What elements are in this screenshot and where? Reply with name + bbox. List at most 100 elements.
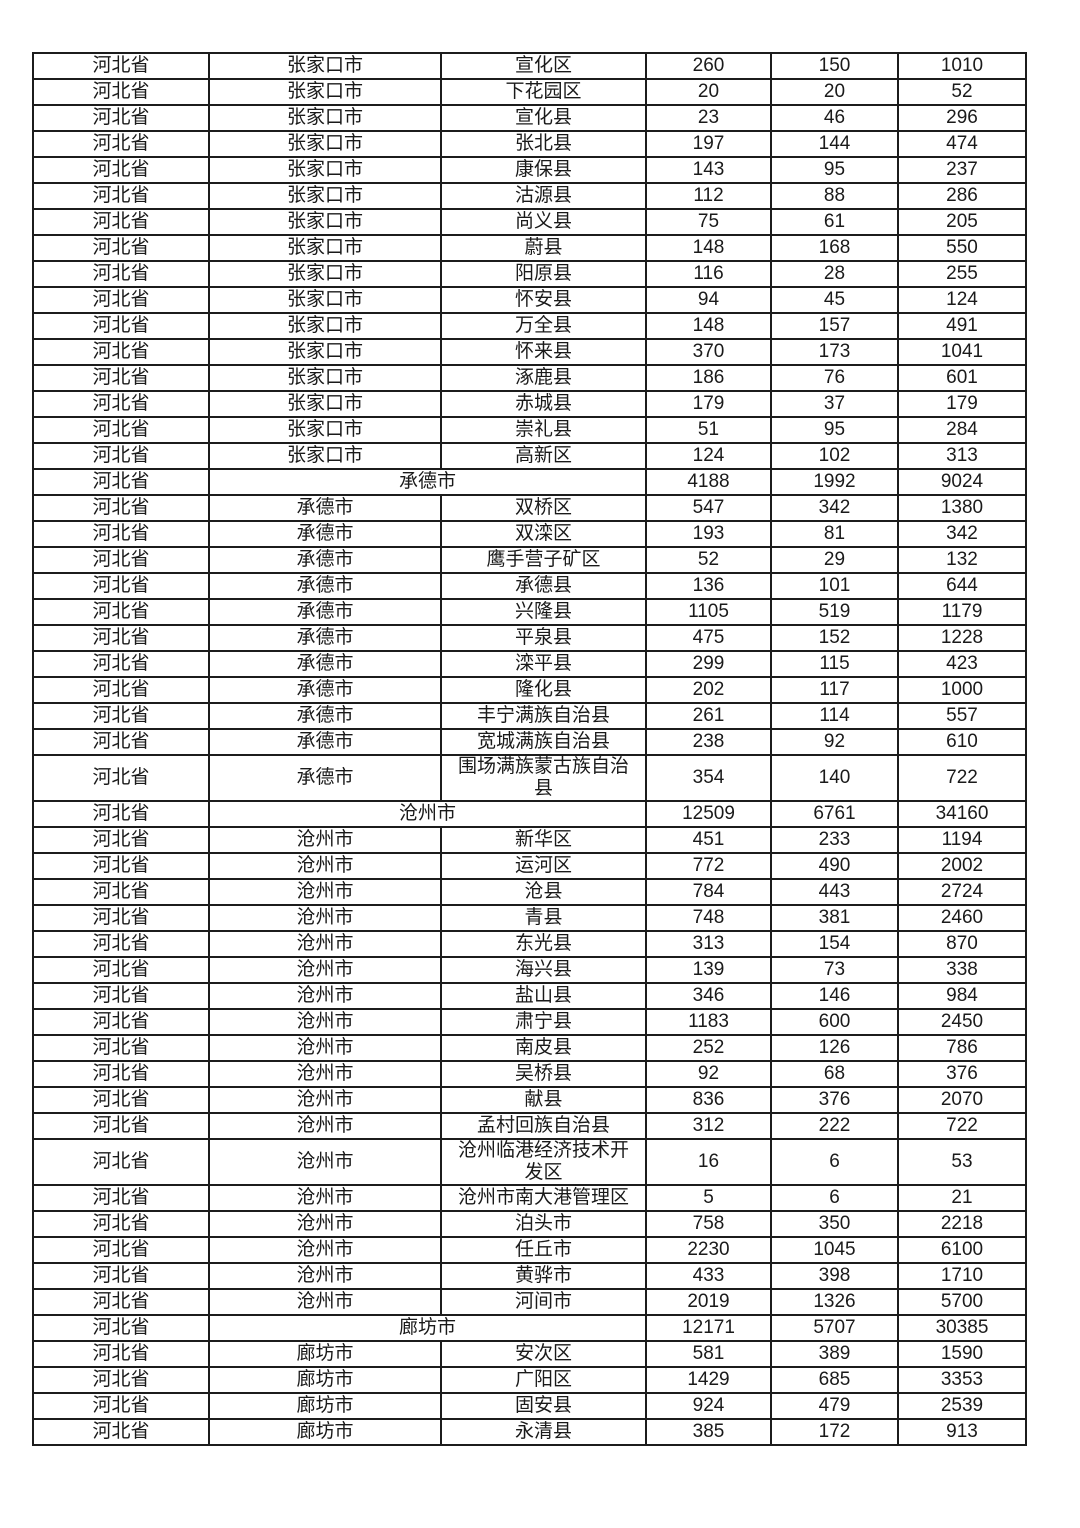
city-cell: 沧州市: [208, 1262, 442, 1290]
value-cell-2: 146: [770, 982, 899, 1010]
province-cell: 河北省: [32, 1288, 210, 1316]
table-row: 河北省 廊坊市 广阳区 1429 685 3353: [32, 1366, 1027, 1394]
district-cell: 沧州临港经济技术开发区: [440, 1138, 647, 1186]
value-cell-3: 557: [897, 702, 1027, 730]
value-cell-2: 1045: [770, 1236, 899, 1264]
value-cell-3: 284: [897, 416, 1027, 444]
table-row: 河北省 承德市 平泉县 475 152 1228: [32, 624, 1027, 652]
city-cell: 沧州市: [208, 1236, 442, 1264]
province-cell: 河北省: [32, 1236, 210, 1264]
value-cell-2: 398: [770, 1262, 899, 1290]
value-cell-3: 30385: [897, 1314, 1027, 1342]
district-cell: 怀来县: [440, 338, 647, 366]
hebei-statistics-table: 河北省 张家口市 宣化区 260 150 1010 河北省 张家口市 下花园区 20 20 52 河北省…: [32, 52, 1027, 1446]
province-cell: 河北省: [32, 390, 210, 418]
province-cell: 河北省: [32, 494, 210, 522]
table-row: 河北省 沧州市 东光县 313 154 870: [32, 930, 1027, 958]
value-cell-3: 205: [897, 208, 1027, 236]
district-cell: 孟村回族自治县: [440, 1112, 647, 1140]
province-cell: 河北省: [32, 364, 210, 392]
table-row: 河北省 承德市 鹰手营子矿区 52 29 132: [32, 546, 1027, 574]
value-cell-3: 1179: [897, 598, 1027, 626]
province-cell: 河北省: [32, 208, 210, 236]
value-cell-2: 479: [770, 1392, 899, 1420]
district-cell: 涿鹿县: [440, 364, 647, 392]
value-cell-2: 73: [770, 956, 899, 984]
value-cell-1: 836: [645, 1086, 772, 1114]
value-cell-3: 722: [897, 754, 1027, 802]
table-row: 河北省 承德市 双滦区 193 81 342: [32, 520, 1027, 548]
table-row: 河北省 张家口市 怀安县 94 45 124: [32, 286, 1027, 314]
value-cell-1: 1105: [645, 598, 772, 626]
value-cell-1: 193: [645, 520, 772, 548]
province-cell: 河北省: [32, 1366, 210, 1394]
value-cell-1: 313: [645, 930, 772, 958]
province-cell: 河北省: [32, 1210, 210, 1238]
value-cell-3: 313: [897, 442, 1027, 470]
city-cell: 承德市: [208, 728, 442, 756]
city-cell: 承德市: [208, 702, 442, 730]
city-cell: 沧州市: [208, 956, 442, 984]
value-cell-3: 1194: [897, 826, 1027, 854]
value-cell-3: 34160: [897, 800, 1027, 828]
value-cell-2: 68: [770, 1060, 899, 1088]
value-cell-1: 51: [645, 416, 772, 444]
value-cell-2: 92: [770, 728, 899, 756]
city-cell: 张家口市: [208, 104, 442, 132]
province-cell: 河北省: [32, 754, 210, 802]
value-cell-1: 197: [645, 130, 772, 158]
value-cell-3: 1228: [897, 624, 1027, 652]
province-cell: 河北省: [32, 1034, 210, 1062]
province-cell: 河北省: [32, 1340, 210, 1368]
value-cell-1: 261: [645, 702, 772, 730]
district-cell: 献县: [440, 1086, 647, 1114]
value-cell-2: 152: [770, 624, 899, 652]
city-cell: 沧州市: [208, 1008, 442, 1036]
value-cell-3: 237: [897, 156, 1027, 184]
value-cell-1: 252: [645, 1034, 772, 1062]
table-row: 河北省 承德市 围场满族蒙古族自治县 354 140 722: [32, 754, 1027, 802]
value-cell-2: 61: [770, 208, 899, 236]
city-cell: 张家口市: [208, 182, 442, 210]
province-cell: 河北省: [32, 572, 210, 600]
province-cell: 河北省: [32, 52, 210, 80]
district-cell: 宣化区: [440, 52, 647, 80]
table-row: 河北省 张家口市 康保县 143 95 237: [32, 156, 1027, 184]
value-cell-1: 433: [645, 1262, 772, 1290]
value-cell-2: 88: [770, 182, 899, 210]
value-cell-2: 28: [770, 260, 899, 288]
value-cell-3: 984: [897, 982, 1027, 1010]
province-cell: 河北省: [32, 624, 210, 652]
table-row: 河北省 承德市 兴隆县 1105 519 1179: [32, 598, 1027, 626]
value-cell-1: 2230: [645, 1236, 772, 1264]
value-cell-1: 202: [645, 676, 772, 704]
district-cell: 双滦区: [440, 520, 647, 548]
table-row: 河北省 张家口市 张北县 197 144 474: [32, 130, 1027, 158]
value-cell-1: 124: [645, 442, 772, 470]
table-row: 河北省 承德市 丰宁满族自治县 261 114 557: [32, 702, 1027, 730]
city-summary-row: 河北省 沧州市 12509 6761 34160: [32, 800, 1027, 828]
value-cell-3: 913: [897, 1418, 1027, 1446]
value-cell-1: 5: [645, 1184, 772, 1212]
value-cell-3: 2450: [897, 1008, 1027, 1036]
city-cell: 廊坊市: [208, 1366, 442, 1394]
value-cell-2: 490: [770, 852, 899, 880]
value-cell-3: 474: [897, 130, 1027, 158]
value-cell-1: 116: [645, 260, 772, 288]
table-row: 河北省 沧州市 泊头市 758 350 2218: [32, 1210, 1027, 1238]
value-cell-1: 12171: [645, 1314, 772, 1342]
value-cell-2: 1326: [770, 1288, 899, 1316]
value-cell-1: 346: [645, 982, 772, 1010]
value-cell-1: 451: [645, 826, 772, 854]
table-row: 河北省 张家口市 高新区 124 102 313: [32, 442, 1027, 470]
value-cell-3: 423: [897, 650, 1027, 678]
value-cell-2: 600: [770, 1008, 899, 1036]
value-cell-3: 9024: [897, 468, 1027, 496]
value-cell-3: 644: [897, 572, 1027, 600]
city-cell: 沧州市: [208, 1034, 442, 1062]
value-cell-3: 786: [897, 1034, 1027, 1062]
district-cell: 黄骅市: [440, 1262, 647, 1290]
value-cell-1: 238: [645, 728, 772, 756]
table-row: 河北省 承德市 双桥区 547 342 1380: [32, 494, 1027, 522]
value-cell-3: 255: [897, 260, 1027, 288]
